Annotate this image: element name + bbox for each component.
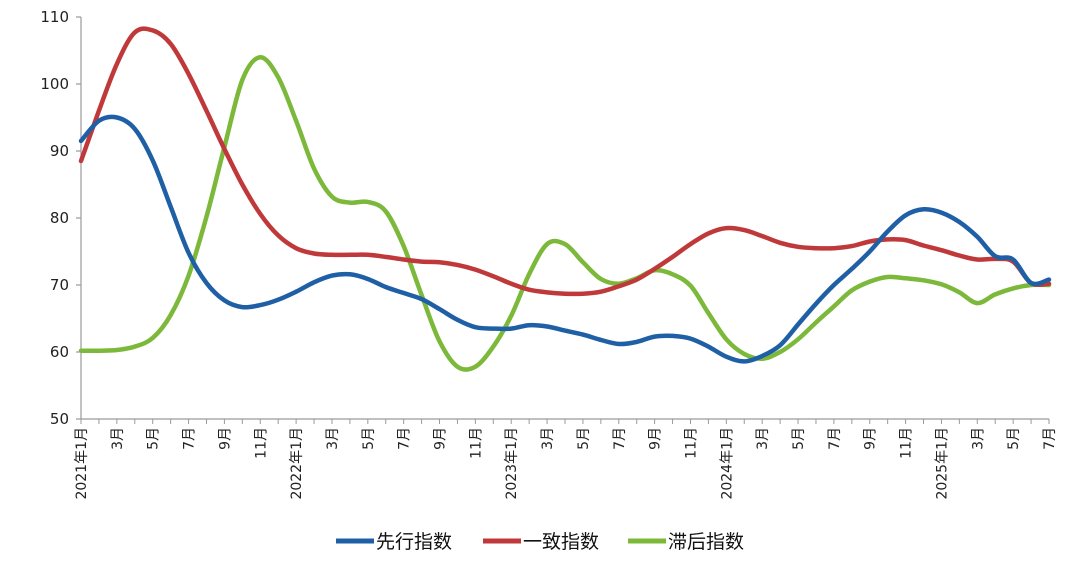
x-tick-label: 7月 [397, 427, 413, 450]
series-line-3 [78, 54, 1052, 372]
y-tick-label: 100 [40, 75, 69, 93]
x-tick-label: 5月 [146, 427, 162, 450]
legend-label: 一致指数 [523, 531, 599, 553]
x-tick-label: 7月 [612, 427, 628, 450]
x-tick-label: 7月 [1042, 427, 1058, 450]
x-tick-label: 3月 [755, 427, 771, 450]
series-lines [78, 26, 1052, 372]
x-tick-label: 2023年1月 [504, 427, 520, 500]
x-tick-label: 11月 [683, 427, 699, 459]
x-tick-label: 11月 [468, 427, 484, 459]
x-tick-label: 3月 [110, 427, 126, 450]
y-tick-label: 80 [50, 209, 69, 227]
x-tick-label: 2025年1月 [934, 427, 950, 500]
series-line-1 [78, 114, 1052, 364]
legend: 先行指数 一致指数 滞后指数 [336, 531, 744, 553]
x-tick-label: 2022年1月 [289, 427, 305, 500]
x-tick-label: 5月 [791, 427, 807, 450]
x-tick-label: 9月 [648, 427, 664, 450]
y-ticks: 50 60 70 80 90 100 110 [40, 8, 81, 428]
x-tick-label: 9月 [433, 427, 449, 450]
x-tick-label: 11月 [253, 427, 269, 459]
y-tick-label: 70 [50, 276, 69, 294]
series-line-2 [78, 26, 1052, 297]
x-tick-label: 7月 [182, 427, 198, 450]
x-tick-label: 9月 [863, 427, 879, 450]
x-ticks: 2021年1月 3月 5月 7月 9月 11月 2022年1月 3月 5月 7月 9月 11月 2023… [74, 419, 1058, 500]
x-tick-label: 5月 [576, 427, 592, 450]
x-tick-label: 7月 [827, 427, 843, 450]
legend-label: 滞后指数 [668, 531, 744, 553]
x-tick-label: 3月 [970, 427, 986, 450]
legend-label: 先行指数 [376, 531, 452, 553]
y-tick-label: 60 [50, 343, 69, 361]
y-tick-label: 90 [50, 142, 69, 160]
x-tick-label: 3月 [540, 427, 556, 450]
x-tick-label: 11月 [899, 427, 915, 459]
x-tick-label: 2021年1月 [74, 427, 90, 500]
x-tick-label: 2024年1月 [719, 427, 735, 500]
y-tick-label: 50 [50, 410, 69, 428]
x-tick-label: 9月 [217, 427, 233, 450]
y-tick-label: 110 [40, 8, 69, 26]
x-tick-label: 5月 [361, 427, 377, 450]
x-tick-label: 3月 [325, 427, 341, 450]
x-tick-label: 5月 [1006, 427, 1022, 450]
